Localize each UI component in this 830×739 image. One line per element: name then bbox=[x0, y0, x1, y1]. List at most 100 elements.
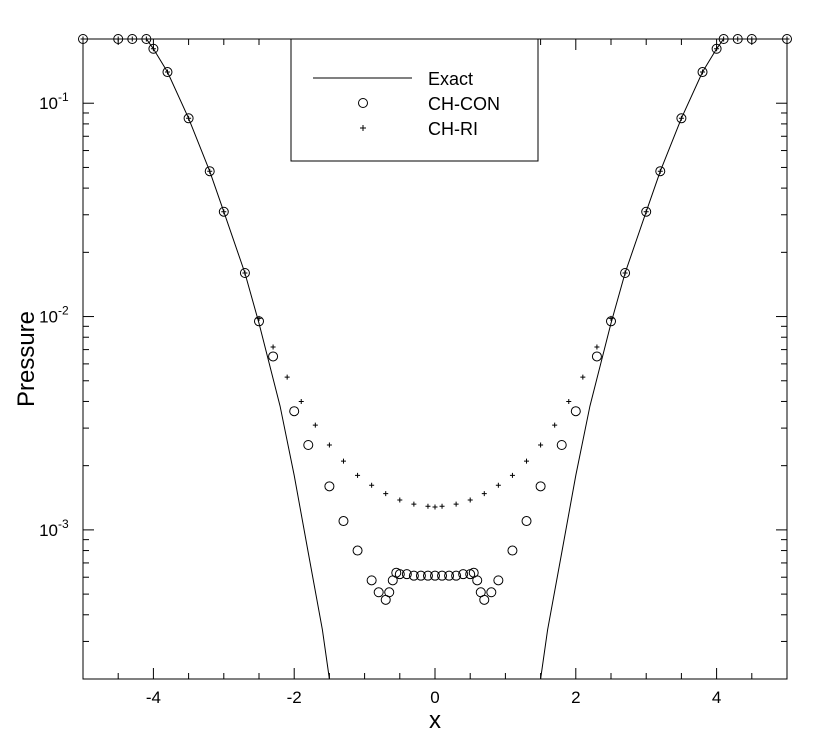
legend: Exact CH-CON CH-RI bbox=[290, 38, 539, 162]
data-point-ch-con bbox=[641, 206, 652, 217]
data-point-ch-con bbox=[422, 570, 433, 581]
data-point-ch-ri bbox=[524, 458, 530, 464]
x-axis-title: x bbox=[429, 707, 441, 734]
data-point-ch-con bbox=[401, 569, 412, 580]
data-point-ch-con bbox=[384, 587, 395, 598]
data-point-ch-con bbox=[451, 570, 462, 581]
legend-swatch-ch-ri bbox=[360, 125, 366, 131]
y-axis: 10-310-210-1 bbox=[39, 38, 787, 680]
data-point-ch-ri bbox=[270, 344, 276, 350]
y-tick-label: 10 -1 bbox=[39, 90, 69, 113]
data-point-ch-ri bbox=[150, 46, 156, 52]
data-point-ch-ri bbox=[221, 209, 227, 215]
data-point-ch-ri bbox=[207, 168, 213, 174]
x-tick-label: -2 bbox=[287, 688, 302, 707]
data-point-ch-ri bbox=[369, 482, 375, 488]
data-point-ch-ri bbox=[425, 503, 431, 509]
data-point-ch-con bbox=[366, 575, 377, 586]
data-point-ch-ri bbox=[143, 36, 149, 42]
data-point-ch-ri bbox=[129, 36, 135, 42]
data-point-ch-con bbox=[570, 406, 581, 417]
data-point-ch-con bbox=[338, 516, 349, 527]
data-point-ch-ri bbox=[594, 344, 600, 350]
y-tick-label: 10 -3 bbox=[39, 517, 69, 540]
data-point-ch-ri bbox=[186, 115, 192, 121]
x-tick-label: 2 bbox=[571, 688, 580, 707]
data-point-ch-con bbox=[655, 166, 666, 177]
plot-area bbox=[78, 34, 792, 680]
data-point-ch-con bbox=[521, 516, 532, 527]
y-tick-label: 10 -2 bbox=[39, 304, 69, 327]
data-point-ch-ri bbox=[355, 472, 361, 478]
y-axis-title: Pressure bbox=[13, 311, 40, 407]
data-point-ch-ri bbox=[509, 472, 515, 478]
y-tick-label-base: 10 bbox=[39, 308, 58, 327]
data-point-ch-ri bbox=[495, 482, 501, 488]
y-tick-label-exponent: -3 bbox=[58, 517, 69, 531]
data-point-ch-con bbox=[408, 570, 419, 581]
data-point-ch-ri bbox=[622, 270, 628, 276]
data-point-ch-con bbox=[535, 481, 546, 492]
data-point-ch-con bbox=[437, 570, 448, 581]
legend-label-ch-ri: CH-RI bbox=[428, 119, 478, 139]
data-point-ch-ri bbox=[580, 374, 586, 380]
data-point-ch-ri bbox=[453, 501, 459, 507]
data-point-ch-con bbox=[113, 34, 124, 44]
data-point-ch-con bbox=[493, 575, 504, 586]
data-point-ch-con bbox=[444, 570, 455, 581]
data-point-ch-con bbox=[148, 43, 159, 54]
data-point-ch-ri bbox=[80, 36, 86, 42]
series-line-exact bbox=[540, 38, 787, 680]
data-point-ch-ri bbox=[481, 491, 487, 497]
y-tick-label-base: 10 bbox=[39, 521, 58, 540]
data-point-ch-ri bbox=[383, 491, 389, 497]
data-point-ch-con bbox=[486, 587, 497, 598]
data-point-ch-con bbox=[127, 34, 138, 44]
data-point-ch-ri bbox=[115, 36, 121, 42]
y-tick-label-exponent: -1 bbox=[58, 90, 69, 104]
data-point-ch-con bbox=[268, 351, 279, 362]
x-tick-label: -4 bbox=[146, 688, 161, 707]
legend-label-ch-con: CH-CON bbox=[428, 94, 500, 114]
data-point-ch-con bbox=[718, 34, 729, 44]
data-point-ch-ri bbox=[397, 497, 403, 503]
y-tick-label-exponent: -2 bbox=[58, 304, 69, 318]
data-point-ch-con bbox=[458, 569, 469, 580]
data-point-ch-con bbox=[697, 67, 708, 78]
data-point-ch-con bbox=[782, 34, 792, 44]
data-point-ch-ri bbox=[721, 36, 727, 42]
data-point-ch-con bbox=[394, 569, 405, 580]
data-point-ch-ri bbox=[439, 503, 445, 509]
data-point-ch-ri bbox=[312, 422, 318, 428]
data-point-ch-ri bbox=[256, 315, 262, 321]
data-point-ch-ri bbox=[643, 209, 649, 215]
data-point-ch-ri bbox=[284, 374, 290, 380]
data-point-ch-ri bbox=[566, 398, 572, 404]
data-point-ch-con bbox=[204, 166, 215, 177]
data-point-ch-con bbox=[620, 268, 631, 279]
data-point-ch-con bbox=[556, 439, 567, 450]
data-point-ch-ri bbox=[735, 36, 741, 42]
data-point-ch-ri bbox=[467, 497, 473, 503]
legend-box bbox=[290, 38, 539, 162]
data-point-ch-con bbox=[239, 268, 250, 279]
data-point-ch-con bbox=[415, 570, 426, 581]
data-point-ch-ri bbox=[242, 270, 248, 276]
data-point-ch-con bbox=[218, 206, 229, 217]
data-point-ch-ri bbox=[326, 442, 332, 448]
data-point-ch-con bbox=[711, 43, 722, 54]
data-point-ch-ri bbox=[608, 315, 614, 321]
data-point-ch-con bbox=[430, 570, 440, 581]
data-point-ch-con bbox=[732, 34, 743, 44]
data-point-ch-con bbox=[676, 113, 687, 124]
x-tick-label: 4 bbox=[712, 688, 721, 707]
data-point-ch-con bbox=[507, 545, 518, 556]
data-point-ch-con bbox=[373, 587, 384, 598]
data-point-ch-ri bbox=[432, 504, 438, 510]
x-tick-label: 0 bbox=[430, 688, 439, 707]
data-point-ch-ri bbox=[340, 458, 346, 464]
data-point-ch-con bbox=[324, 481, 335, 492]
data-point-ch-con bbox=[472, 575, 483, 586]
data-point-ch-con bbox=[78, 34, 88, 44]
data-point-ch-con bbox=[183, 113, 194, 124]
